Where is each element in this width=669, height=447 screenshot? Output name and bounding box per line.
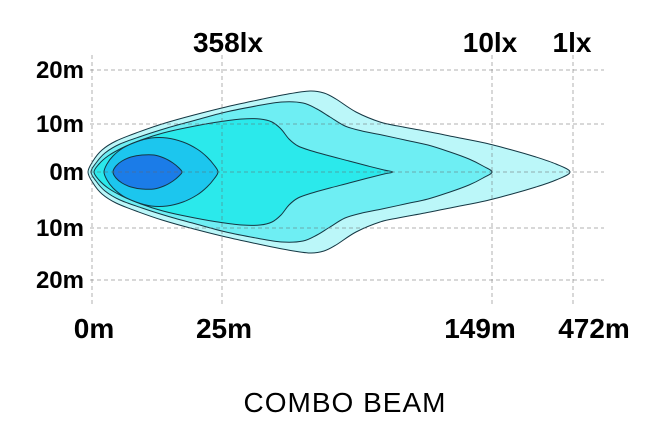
y-tick-20m-top: 20m <box>36 57 84 84</box>
gridlines <box>90 55 604 306</box>
lux-label-358lx: 358lx <box>193 27 263 58</box>
labels-layer: 358lx 10lx 1lx 20m 10m 0m 10m 20m 0m 25m… <box>36 27 630 418</box>
x-tick-472m: 472m <box>558 313 630 344</box>
y-tick-20m-bottom: 20m <box>36 267 84 294</box>
lux-label-10lx: 10lx <box>463 27 518 58</box>
x-tick-0m: 0m <box>74 313 114 344</box>
x-tick-25m: 25m <box>196 313 252 344</box>
y-tick-0m: 0m <box>49 159 84 186</box>
chart-title: COMBO BEAM <box>244 387 447 418</box>
y-tick-10m-top: 10m <box>36 111 84 138</box>
lux-label-1lx: 1lx <box>553 27 592 58</box>
x-tick-149m: 149m <box>444 313 516 344</box>
y-tick-10m-bottom: 10m <box>36 215 84 242</box>
